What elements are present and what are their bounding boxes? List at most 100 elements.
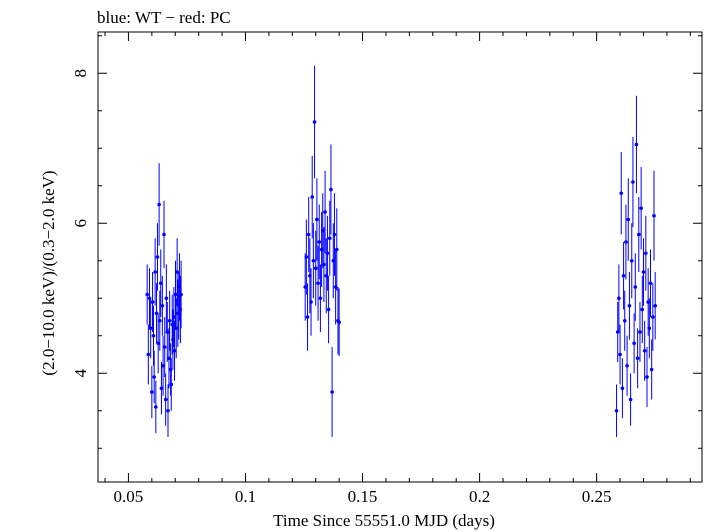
data-point — [629, 223, 634, 299]
point-marker — [327, 236, 332, 241]
data-point — [644, 215, 648, 291]
data-point — [642, 320, 647, 381]
data-point — [617, 264, 621, 332]
point-marker — [161, 363, 165, 368]
data-point — [316, 245, 320, 321]
point-marker — [158, 318, 162, 323]
point-marker — [322, 262, 326, 267]
point-marker — [168, 367, 173, 372]
point-marker — [156, 341, 160, 346]
plot-frame — [97, 31, 703, 483]
data-point — [641, 238, 646, 306]
point-marker — [175, 270, 179, 274]
point-marker — [629, 258, 634, 263]
point-marker — [618, 352, 622, 357]
point-marker — [645, 375, 649, 379]
point-marker — [332, 232, 337, 237]
data-point — [152, 350, 156, 404]
point-marker — [638, 330, 642, 334]
data-point — [161, 335, 165, 396]
point-marker — [641, 270, 646, 274]
point-marker — [150, 300, 155, 304]
data-point — [647, 298, 652, 359]
x-axis: 0.05 0.1 0.15 0.2 0.25 — [104, 32, 691, 506]
x-tick-label: 0.2 — [469, 487, 490, 506]
data-point — [169, 358, 174, 411]
data-point — [174, 298, 178, 359]
data-point — [154, 380, 158, 434]
point-marker — [152, 375, 156, 379]
point-marker — [626, 217, 631, 222]
point-marker — [312, 120, 317, 124]
point-marker — [642, 348, 647, 353]
data-point — [638, 302, 642, 362]
point-marker — [311, 258, 316, 263]
point-marker — [305, 315, 310, 319]
x-tick-label: 0.15 — [348, 487, 378, 506]
data-point — [165, 302, 170, 362]
point-marker — [146, 352, 151, 357]
point-marker — [622, 318, 627, 323]
y-tick-label: 6 — [71, 219, 90, 228]
data-point — [323, 170, 327, 254]
point-marker — [633, 285, 638, 289]
data-point — [653, 272, 657, 340]
data-point — [614, 384, 619, 437]
point-marker — [647, 326, 652, 331]
y-tick-label: 8 — [71, 69, 90, 78]
point-marker — [313, 266, 318, 271]
data-point — [158, 290, 162, 351]
point-marker — [620, 386, 625, 391]
data-point — [652, 170, 656, 261]
data-point — [633, 253, 638, 321]
point-marker — [651, 315, 655, 319]
point-marker — [315, 217, 319, 222]
data-point — [153, 238, 157, 306]
point-marker — [648, 281, 653, 286]
data-point — [635, 328, 640, 389]
data-point — [618, 324, 622, 385]
data-point — [624, 204, 628, 280]
data-point — [649, 339, 654, 400]
point-marker — [628, 397, 633, 402]
point-marker — [154, 311, 159, 316]
point-marker — [625, 363, 629, 368]
data-point — [179, 260, 183, 329]
data-point — [628, 373, 633, 426]
point-marker — [318, 296, 323, 301]
data-point — [148, 298, 153, 359]
point-marker — [635, 356, 640, 361]
data-point — [166, 384, 170, 437]
point-marker — [614, 408, 619, 413]
data-point — [150, 272, 155, 332]
point-marker — [326, 307, 331, 312]
point-marker — [627, 303, 632, 308]
point-marker — [148, 326, 153, 331]
point-marker — [179, 292, 183, 297]
data-point — [337, 288, 341, 356]
point-marker — [155, 255, 160, 259]
data-point — [154, 283, 159, 344]
point-marker — [172, 348, 177, 353]
data-point — [651, 283, 655, 351]
point-marker — [640, 307, 645, 312]
point-marker — [159, 386, 164, 391]
data-point — [155, 223, 160, 291]
point-marker — [316, 281, 320, 286]
data-point — [310, 155, 315, 239]
data-point — [306, 197, 311, 272]
data-point — [172, 287, 176, 347]
data-point — [311, 223, 316, 299]
point-marker — [624, 240, 628, 244]
point-marker — [334, 247, 339, 252]
point-marker — [160, 303, 165, 308]
point-marker — [644, 251, 648, 256]
data-point — [164, 264, 169, 332]
data-point — [648, 249, 653, 317]
x-tick-label: 0.25 — [582, 487, 612, 506]
data-point — [326, 275, 331, 344]
point-marker — [337, 320, 341, 325]
point-marker — [304, 255, 309, 259]
data-point — [639, 167, 643, 250]
